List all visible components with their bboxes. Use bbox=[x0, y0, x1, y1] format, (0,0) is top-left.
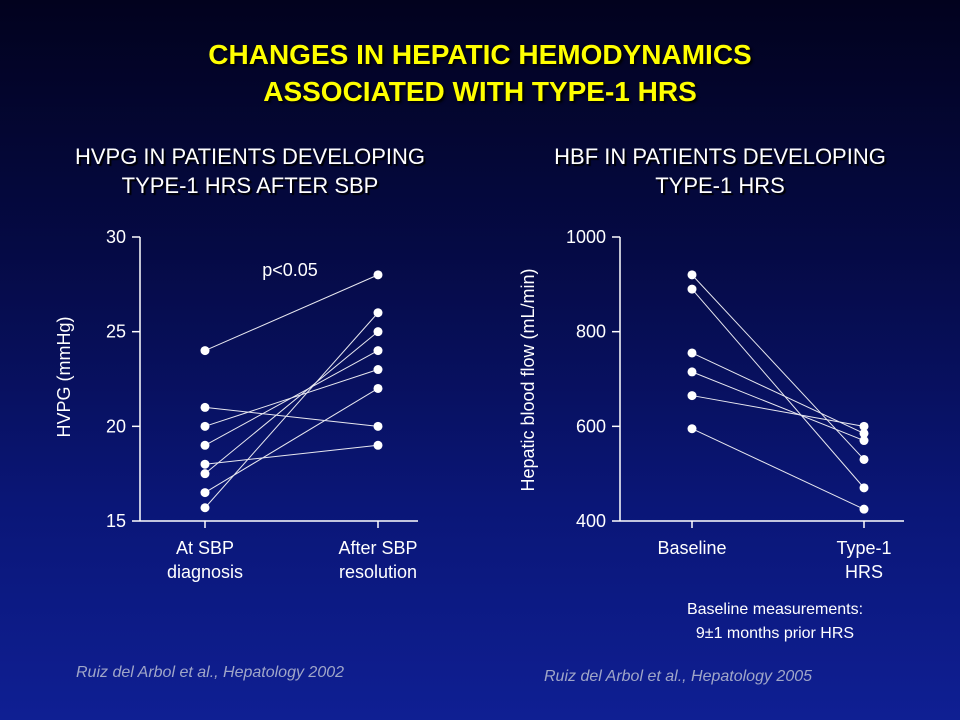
hbf-category-label: HRS bbox=[845, 562, 883, 582]
right-chart-subtitle: HBF IN PATIENTS DEVELOPING TYPE-1 HRS bbox=[490, 142, 950, 200]
hbf-patient-line bbox=[691, 288, 865, 489]
right-subtitle-line2: TYPE-1 HRS bbox=[655, 173, 785, 198]
hbf-point-before bbox=[687, 284, 697, 294]
hbf-y-axis-title: Hepatic blood flow (mL/min) bbox=[518, 268, 538, 491]
hbf-y-tick-label: 600 bbox=[576, 416, 606, 436]
hvpg-point-after bbox=[373, 421, 383, 431]
left-subtitle-line2: TYPE-1 HRS AFTER SBP bbox=[121, 173, 379, 198]
hvpg-category-label: resolution bbox=[339, 562, 417, 582]
hvpg-point-after bbox=[373, 270, 383, 280]
hbf-patient-line bbox=[691, 371, 865, 441]
hvpg-point-before bbox=[200, 488, 210, 498]
hvpg-category-label: At SBP bbox=[176, 538, 234, 558]
hvpg-patient-line bbox=[204, 350, 379, 446]
hbf-point-after bbox=[859, 504, 869, 514]
hvpg-point-before bbox=[200, 503, 210, 513]
hvpg-point-before bbox=[200, 469, 210, 479]
slide-title-line2: ASSOCIATED WITH TYPE-1 HRS bbox=[263, 76, 697, 107]
hvpg-y-axis-title: HVPG (mmHg) bbox=[54, 317, 74, 438]
hvpg-category-label: diagnosis bbox=[167, 562, 243, 582]
hbf-point-before bbox=[687, 391, 697, 401]
hbf-point-before bbox=[687, 270, 697, 280]
hvpg-category-label: After SBP bbox=[338, 538, 417, 558]
hbf-patient-line bbox=[691, 352, 865, 434]
hvpg-y-tick-label: 25 bbox=[106, 322, 126, 342]
hbf-category-label: Type-1 bbox=[836, 538, 891, 558]
hbf-point-before bbox=[687, 348, 697, 358]
left-subtitle-line1: HVPG IN PATIENTS DEVELOPING bbox=[74, 144, 426, 169]
hvpg-y-tick-label: 20 bbox=[106, 416, 126, 436]
hvpg-patient-line bbox=[204, 388, 379, 494]
hbf-category-label: Baseline bbox=[657, 538, 726, 558]
hbf-y-tick-label: 1000 bbox=[566, 227, 606, 247]
slide-title-line1: CHANGES IN HEPATIC HEMODYNAMICS bbox=[208, 39, 752, 70]
hbf-point-after bbox=[859, 454, 869, 464]
hvpg-point-after bbox=[373, 365, 383, 375]
hvpg-point-after bbox=[373, 440, 383, 450]
hvpg-patient-line bbox=[204, 331, 379, 475]
hbf-point-after bbox=[859, 428, 869, 438]
hbf-point-after bbox=[859, 436, 869, 446]
hvpg-point-after bbox=[373, 346, 383, 356]
hvpg-point-before bbox=[200, 440, 210, 450]
hvpg-point-before bbox=[200, 346, 210, 356]
hvpg-y-tick-label: 30 bbox=[106, 227, 126, 247]
right-citation: Ruiz del Arbol et al., Hepatology 2005 bbox=[544, 668, 813, 685]
baseline-note: Baseline measurements: 9±1 months prior … bbox=[620, 598, 930, 646]
hvpg-point-before bbox=[200, 421, 210, 431]
left-chart-subtitle: HVPG IN PATIENTS DEVELOPING TYPE-1 HRS A… bbox=[20, 142, 480, 200]
hvpg-patient-line bbox=[204, 406, 379, 427]
hvpg-patient-line bbox=[204, 312, 379, 509]
hvpg-point-after bbox=[373, 383, 383, 393]
hbf-point-after bbox=[859, 421, 869, 431]
right-subtitle-line1: HBF IN PATIENTS DEVELOPING bbox=[554, 144, 886, 169]
hvpg-point-before bbox=[200, 459, 210, 469]
hbf-patient-line bbox=[691, 395, 865, 427]
hbf-point-before bbox=[687, 367, 697, 377]
baseline-note-line2: 9±1 months prior HRS bbox=[695, 625, 855, 642]
hvpg-y-tick-label: 15 bbox=[106, 511, 126, 531]
hbf-point-after bbox=[859, 483, 869, 493]
hvpg-p-value-annotation: p<0.05 bbox=[262, 260, 318, 280]
baseline-note-line1: Baseline measurements: bbox=[686, 601, 864, 618]
hbf-point-before bbox=[687, 424, 697, 434]
hvpg-patient-line bbox=[204, 444, 379, 465]
hvpg-point-before bbox=[200, 402, 210, 412]
slide-title: CHANGES IN HEPATIC HEMODYNAMICS ASSOCIAT… bbox=[0, 36, 960, 110]
left-citation: Ruiz del Arbol et al., Hepatology 2002 bbox=[76, 664, 345, 681]
hbf-patient-line bbox=[691, 428, 865, 510]
hvpg-patient-line bbox=[204, 274, 379, 352]
hvpg-point-after bbox=[373, 308, 383, 318]
hbf-y-tick-label: 400 bbox=[576, 511, 606, 531]
hbf-patient-line bbox=[691, 274, 865, 460]
hvpg-point-after bbox=[373, 327, 383, 337]
hbf-y-tick-label: 800 bbox=[576, 322, 606, 342]
